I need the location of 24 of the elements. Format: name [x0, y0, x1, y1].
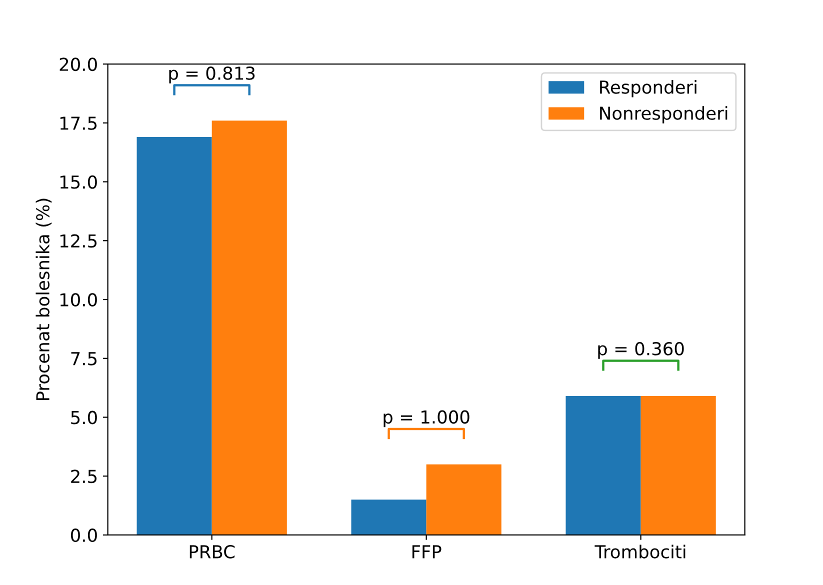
- y-tick-label: 0.0: [70, 528, 97, 542]
- x-tick-label: PRBC: [190, 545, 235, 558]
- annotation: p = 1.000: [384, 410, 470, 428]
- annotation: p = 0.813: [169, 66, 255, 84]
- legend-label: Responderi: [600, 80, 696, 98]
- bar: [566, 396, 641, 535]
- y-tick-label: 12.5: [60, 234, 97, 248]
- legend-label: Nonresponderi: [600, 106, 728, 124]
- bar: [640, 396, 716, 535]
- y-tick-label: 17.5: [60, 116, 97, 130]
- y-tick-label: 7.5: [71, 352, 97, 366]
- y-tick-label: 2.5: [71, 470, 97, 484]
- bar: [351, 500, 426, 535]
- x-tick-label: FFP: [412, 545, 442, 558]
- y-axis-title: Procenat bolesnika (%): [36, 198, 52, 400]
- bar: [426, 464, 502, 535]
- bar: [136, 137, 212, 535]
- annotation: p = 0.360: [598, 342, 684, 359]
- y-tick-label: 10.0: [60, 293, 97, 307]
- y-tick-label: 15.0: [60, 175, 97, 189]
- bar: [212, 120, 287, 535]
- y-tick-label: 20.0: [60, 58, 97, 72]
- y-tick-label: 5.0: [71, 410, 97, 424]
- x-tick-label: Trombociti: [594, 544, 686, 558]
